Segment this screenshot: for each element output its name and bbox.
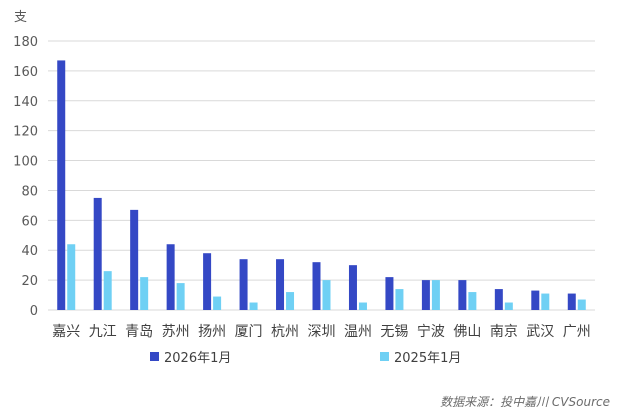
bar-2025 <box>468 292 477 310</box>
x-tick-label: 佛山 <box>453 324 481 340</box>
bar-2025 <box>286 292 295 310</box>
bar-2025 <box>140 277 149 310</box>
bar-2026 <box>57 60 66 310</box>
y-tick-label: 140 <box>13 95 38 110</box>
x-tick-label: 广州 <box>563 324 591 340</box>
y-tick-label: 60 <box>21 214 38 229</box>
x-tick-label: 苏州 <box>162 324 190 340</box>
bar-2026 <box>531 290 540 310</box>
y-tick-label: 160 <box>13 65 38 80</box>
x-tick-label: 青岛 <box>125 324 153 340</box>
x-tick-label: 无锡 <box>380 324 408 340</box>
bar-2026 <box>130 209 139 310</box>
bar-2026 <box>421 280 430 310</box>
bar-2025 <box>67 244 76 310</box>
bar-2025 <box>358 302 367 310</box>
legend-label: 2026年1月 <box>164 351 231 366</box>
x-tick-label: 嘉兴 <box>52 324 80 340</box>
x-tick-label: 九江 <box>89 324 117 340</box>
x-tick-label: 武汉 <box>526 324 554 340</box>
y-tick-label: 100 <box>13 155 38 170</box>
bar-2025 <box>322 280 331 310</box>
bar-2026 <box>93 197 102 310</box>
x-tick-label: 杭州 <box>271 324 299 340</box>
bar-2025 <box>213 296 222 310</box>
bar-2026 <box>567 293 576 310</box>
y-axis-unit: 支 <box>14 10 27 25</box>
bar-2026 <box>166 244 175 310</box>
x-tick-label: 南京 <box>490 324 518 340</box>
legend-swatch <box>380 352 389 361</box>
bar-2025 <box>504 302 513 310</box>
bar-2026 <box>348 265 357 310</box>
y-tick-label: 20 <box>21 274 38 289</box>
bar-2025 <box>176 283 185 310</box>
bar-2026 <box>203 253 212 310</box>
bar-2026 <box>276 259 285 310</box>
x-tick-label: 扬州 <box>198 324 226 340</box>
y-tick-label: 120 <box>13 125 38 140</box>
x-tick-label: 深圳 <box>308 324 336 340</box>
bar-2025 <box>577 299 586 310</box>
bar-2026 <box>312 262 321 310</box>
bar-2026 <box>458 280 467 310</box>
y-tick-label: 80 <box>21 184 38 199</box>
bar-2025 <box>431 280 440 310</box>
x-tick-label: 厦门 <box>235 324 263 340</box>
bar-2025 <box>541 293 550 310</box>
bar-2026 <box>494 289 503 310</box>
bar-2026 <box>385 277 394 310</box>
y-tick-label: 0 <box>30 304 38 319</box>
bar-2025 <box>395 289 404 310</box>
legend-swatch <box>150 352 159 361</box>
x-tick-label: 宁波 <box>417 323 445 340</box>
bar-2026 <box>239 259 248 310</box>
source-note: 数据来源：投中嘉川 CVSource <box>440 395 610 409</box>
bar-2025 <box>103 271 112 310</box>
y-tick-label: 180 <box>13 35 38 50</box>
x-tick-label: 温州 <box>344 324 372 340</box>
y-tick-label: 40 <box>21 244 38 259</box>
legend-label: 2025年1月 <box>394 351 461 366</box>
bar-2025 <box>249 302 258 310</box>
